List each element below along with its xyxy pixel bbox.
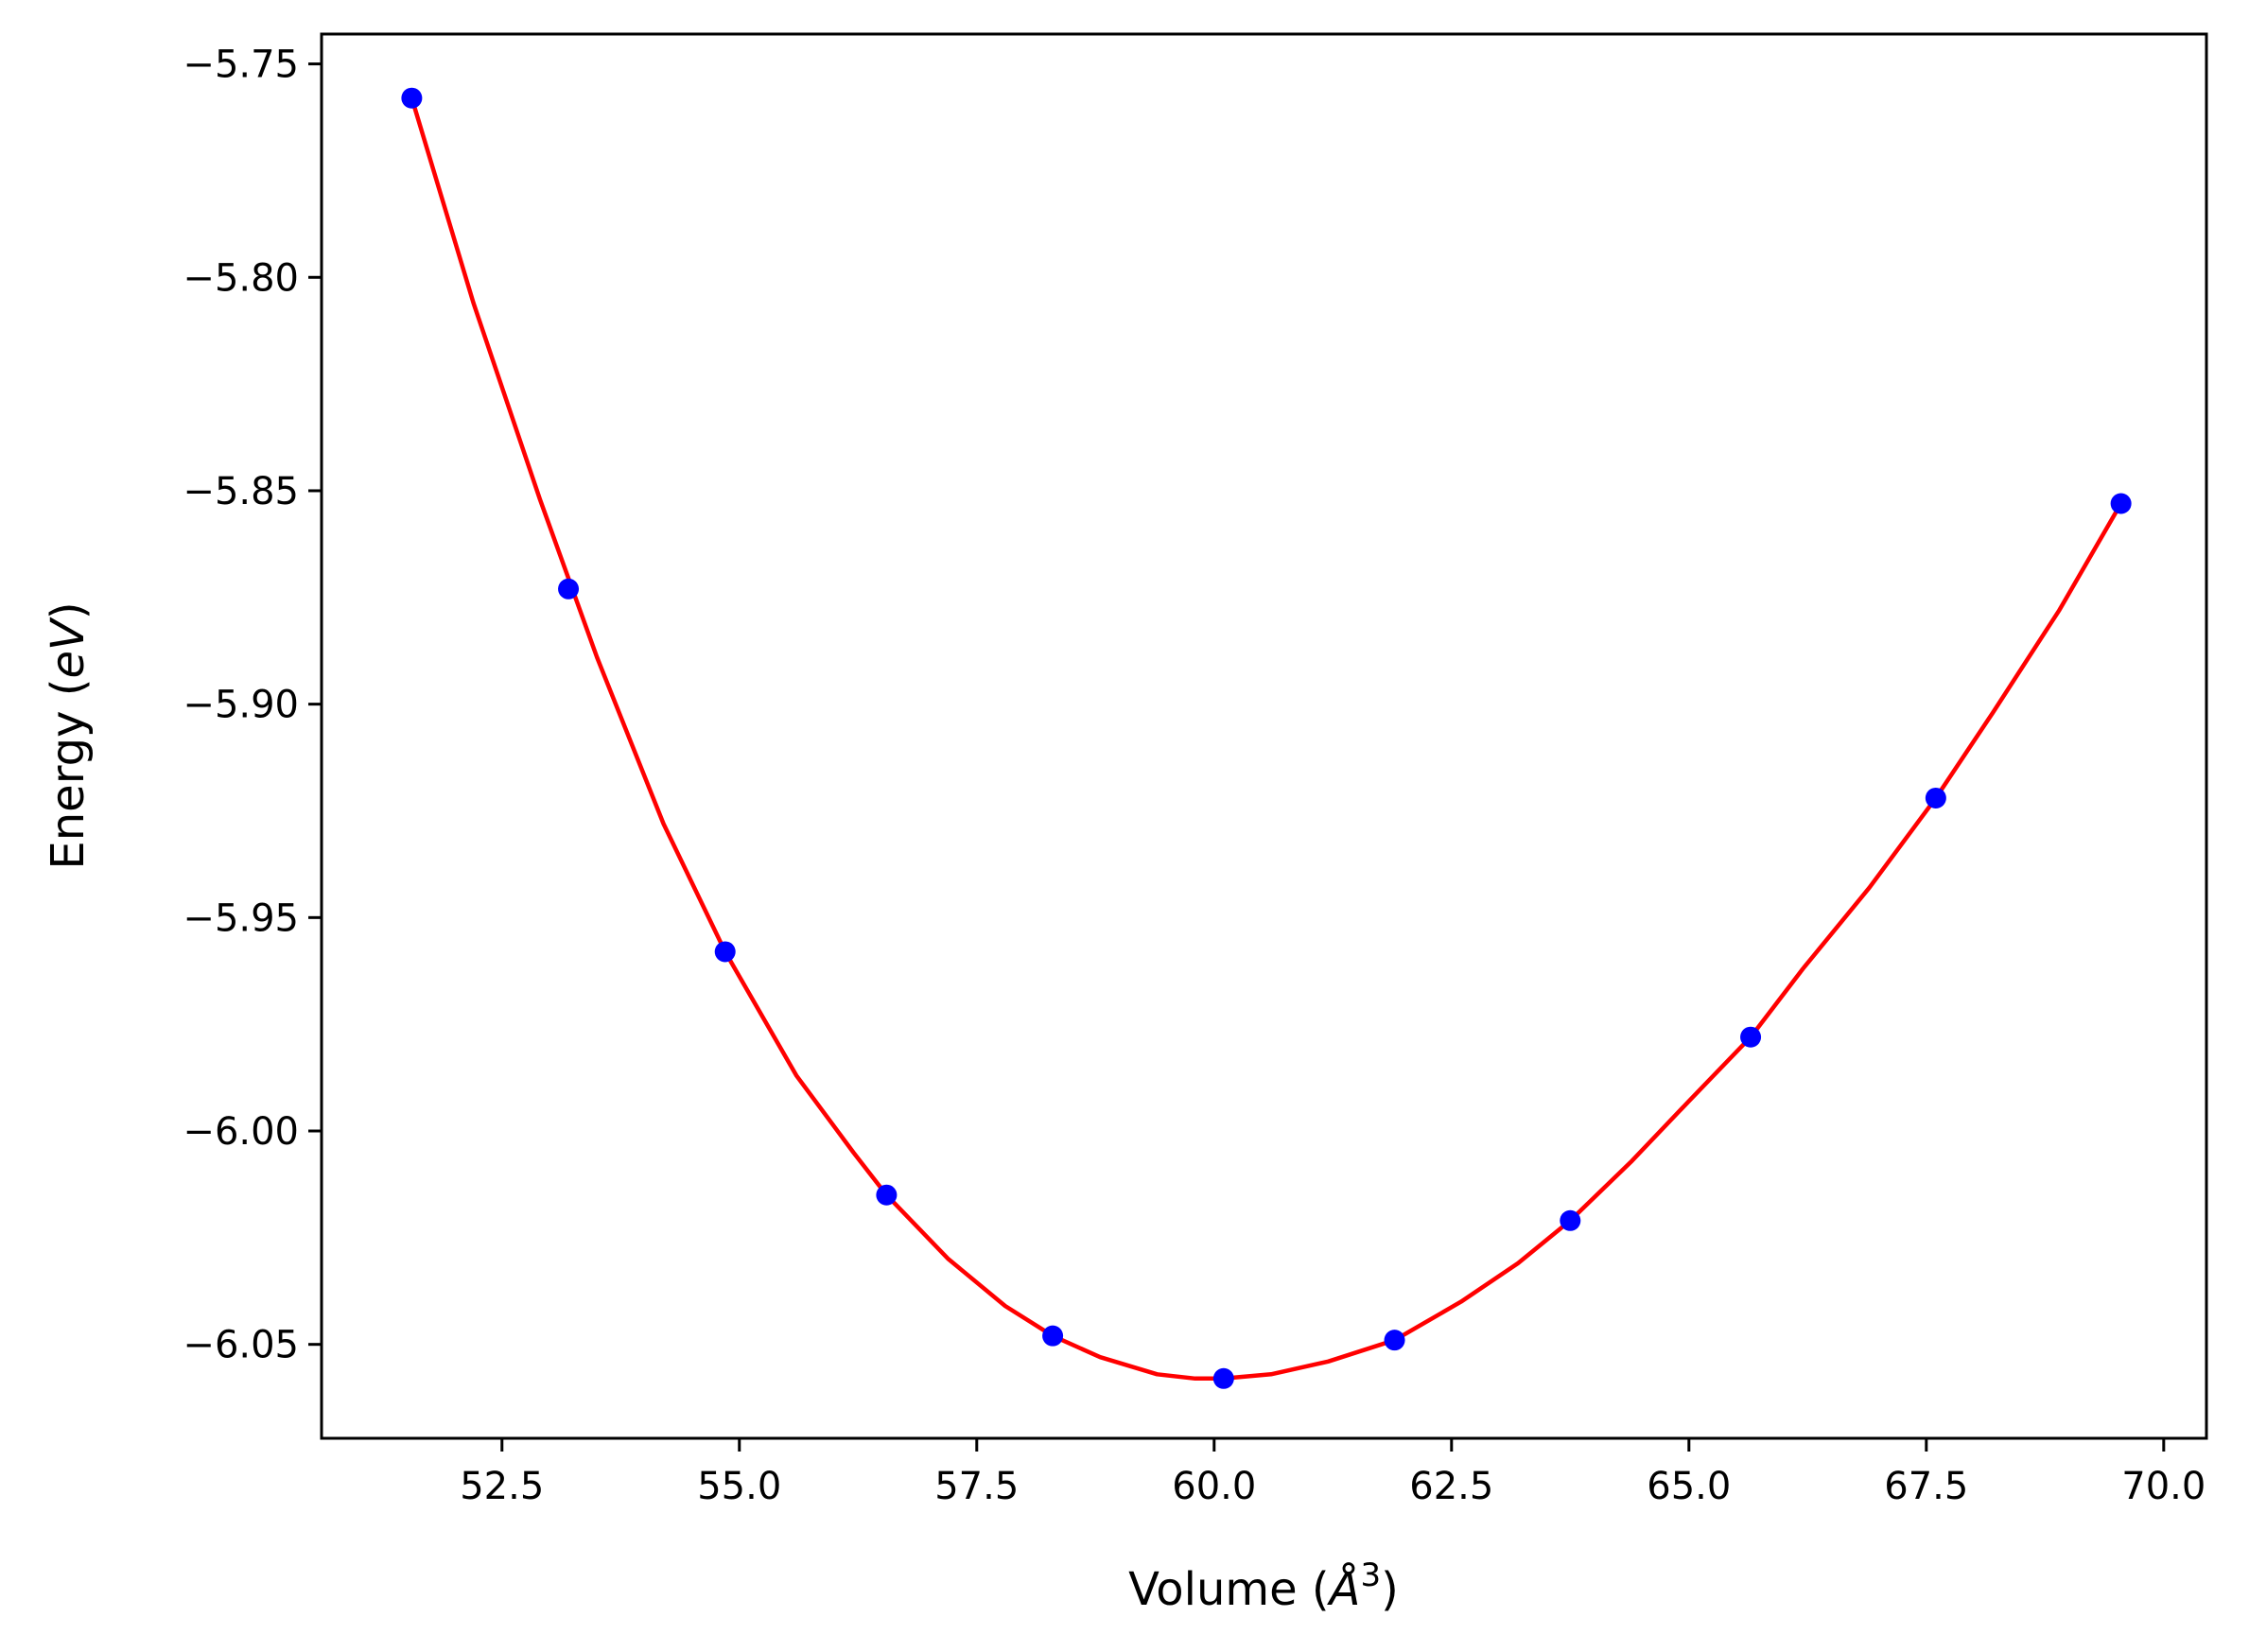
x-tick-label: 52.5 (460, 1465, 544, 1508)
data-point (1740, 1026, 1762, 1048)
y-tick-label: −5.95 (183, 896, 299, 940)
y-tick-label: −5.85 (183, 470, 299, 513)
x-tick-label: 62.5 (1409, 1465, 1493, 1508)
y-tick-label: −6.00 (183, 1110, 299, 1154)
data-point (1384, 1330, 1405, 1351)
y-tick-label: −5.80 (183, 256, 299, 300)
x-tick-label: 55.0 (697, 1465, 781, 1508)
y-axis-ticks: −5.75 −5.80 −5.85 −5.90 −5.95 −6.00 −6.05 (183, 43, 322, 1367)
data-point (2110, 493, 2132, 514)
y-tick-label: −5.75 (183, 43, 299, 87)
y-tick-label: −6.05 (183, 1324, 299, 1367)
data-point (1925, 787, 1946, 809)
x-tick-label: 57.5 (934, 1465, 1019, 1508)
y-tick-label: −5.90 (183, 684, 299, 727)
plot-content (401, 87, 2132, 1389)
data-point (558, 578, 580, 600)
data-point (401, 87, 423, 109)
plot-frame (320, 32, 2208, 1440)
x-tick-label: 70.0 (2121, 1465, 2205, 1508)
x-tick-label: 67.5 (1884, 1465, 1968, 1508)
data-point (714, 941, 736, 963)
x-axis-label: Volume (Å3) (1128, 1556, 1399, 1616)
x-tick-label: 60.0 (1172, 1465, 1256, 1508)
data-point (876, 1184, 898, 1206)
y-axis-label: Energy (eV) (42, 601, 95, 869)
data-point (1042, 1325, 1064, 1347)
data-point (1560, 1209, 1581, 1231)
x-tick-label: 65.0 (1647, 1465, 1731, 1508)
x-axis-ticks: 52.5 55.0 57.5 60.0 62.5 65.0 67.5 70.0 (460, 1438, 2205, 1508)
data-point (1212, 1367, 1234, 1389)
